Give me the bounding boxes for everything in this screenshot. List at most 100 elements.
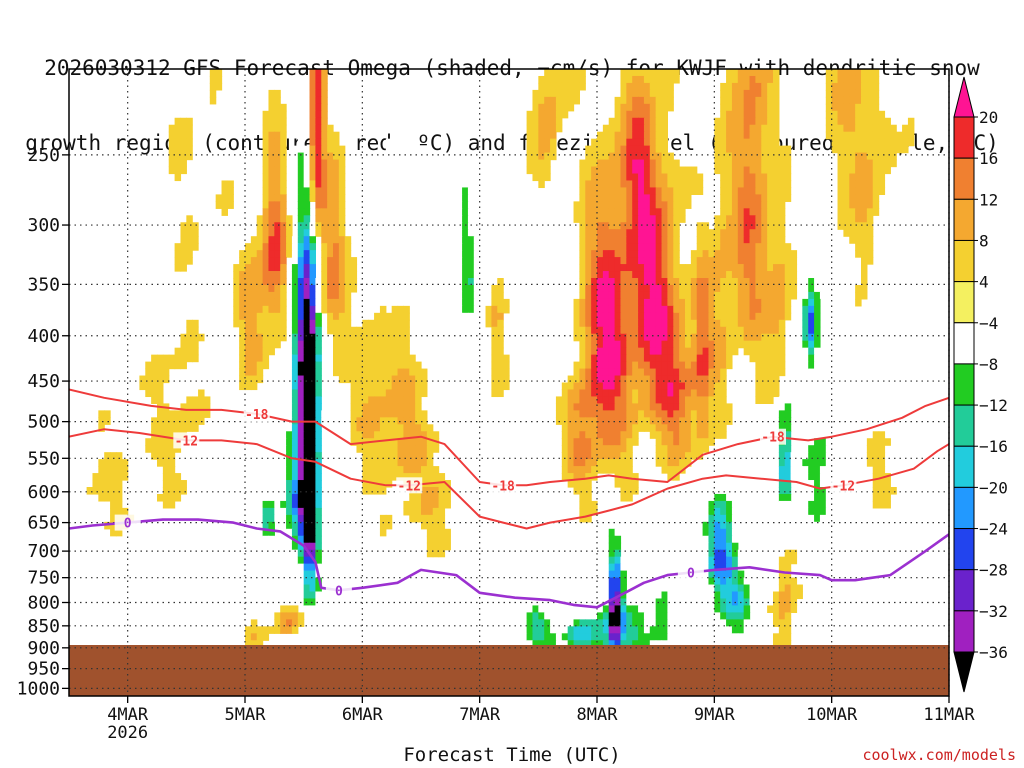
omega-cell [391, 145, 399, 154]
omega-cell [291, 549, 299, 558]
omega-cell [180, 340, 187, 349]
omega-cell [661, 131, 668, 140]
omega-cell [814, 473, 821, 481]
omega-cell [303, 180, 311, 189]
omega-cell [878, 159, 886, 168]
omega-cell [731, 208, 739, 216]
omega-cell [462, 250, 469, 258]
omega-cell [602, 138, 610, 147]
omega-cell [268, 166, 275, 175]
omega-cell [262, 487, 270, 495]
omega-cell [344, 298, 352, 307]
omega-cell [538, 633, 545, 641]
omega-cell [626, 222, 633, 230]
omega-cell [843, 75, 850, 84]
omega-cell [702, 431, 710, 439]
omega-cell [878, 445, 886, 453]
omega-cell [825, 466, 833, 474]
omega-cell [555, 236, 563, 244]
omega-cell [233, 278, 240, 286]
omega-cell [866, 145, 874, 154]
omega-cell [585, 229, 592, 237]
omega-cell [673, 159, 680, 168]
omega-cell [379, 466, 387, 474]
omega-cell [467, 298, 475, 307]
omega-cell [696, 284, 704, 293]
omega-cell [773, 208, 780, 216]
omega-cell [608, 305, 616, 314]
omega-cell [778, 291, 786, 300]
omega-cell [632, 305, 639, 314]
omega-cell [338, 375, 346, 384]
omega-cell [268, 138, 275, 147]
omega-cell [315, 375, 322, 384]
omega-cell [280, 500, 287, 509]
omega-cell [761, 159, 768, 168]
omega-cell [720, 124, 727, 133]
omega-cell [696, 180, 704, 189]
omega-cell [884, 487, 891, 495]
omega-cell [286, 222, 293, 230]
omega-cell [878, 180, 886, 189]
omega-cell [749, 110, 756, 119]
omega-cell [679, 215, 686, 223]
omega-cell [421, 445, 428, 453]
omega-cell [661, 194, 668, 202]
omega-cell [855, 173, 862, 182]
omega-cell [262, 131, 270, 140]
omega-cell [667, 396, 674, 404]
omega-cell [649, 187, 657, 195]
omega-cell [303, 278, 311, 286]
isotherm-minus12-line [69, 428, 949, 530]
omega-cell [808, 424, 815, 432]
colorbar-box [953, 363, 975, 406]
omega-cell [737, 159, 745, 168]
omega-cell [274, 305, 281, 314]
omega-cell [620, 187, 627, 195]
omega-cell [350, 375, 358, 384]
omega-cell [620, 96, 627, 105]
omega-cell [438, 480, 446, 488]
omega-cell [620, 284, 627, 293]
omega-cell [726, 319, 733, 328]
omega-cell [608, 549, 616, 558]
omega-cell [555, 626, 563, 634]
omega-cell [667, 159, 674, 168]
omega-cell [456, 236, 463, 244]
omega-cell [673, 75, 680, 84]
omega-cell [421, 500, 428, 509]
omega-cell [391, 389, 399, 398]
omega-cell [814, 466, 821, 474]
omega-cell [626, 424, 633, 432]
omega-cell [573, 466, 580, 474]
omega-cell [550, 145, 557, 154]
omega-cell [315, 69, 322, 77]
omega-cell [151, 438, 158, 446]
omega-cell [585, 264, 592, 272]
omega-cell [555, 103, 563, 112]
omega-cell [626, 138, 633, 147]
omega-cell [391, 368, 399, 377]
omega-cell [714, 347, 721, 356]
omega-cell [685, 291, 692, 300]
omega-cell [303, 382, 311, 391]
omega-cell [591, 347, 598, 356]
omega-cell [790, 577, 798, 586]
omega-cell [643, 340, 651, 349]
omega-cell [673, 229, 680, 237]
omega-cell [391, 438, 399, 446]
isotherm-minus12-label: -12 [832, 479, 855, 494]
omega-cell [702, 354, 710, 363]
omega-cell [767, 326, 774, 335]
omega-cell [649, 347, 657, 356]
omega-cell [602, 361, 610, 370]
omega-cell [291, 528, 299, 537]
omega-cell [561, 257, 569, 265]
omega-cell [280, 445, 287, 453]
omega-cell [403, 438, 410, 446]
omega-cell [291, 605, 299, 613]
omega-cell [755, 110, 762, 119]
omega-cell [585, 424, 592, 432]
omega-cell [297, 507, 305, 516]
omega-cell [790, 598, 798, 607]
